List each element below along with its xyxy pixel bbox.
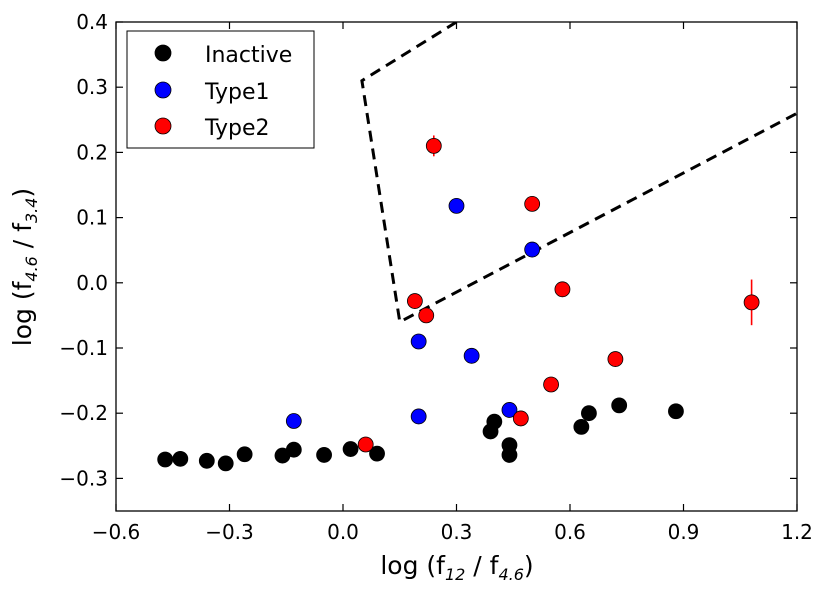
point-type1 [463,347,480,364]
y-tick-label: −0.3 [59,466,108,490]
point-type1 [448,197,465,214]
x-tick-label: 0.6 [554,520,586,544]
y-tick-label: 0.4 [76,10,108,34]
point-inactive [285,441,302,458]
point-type2 [418,307,435,324]
point-type1 [524,241,541,258]
y-tick-label: 0.2 [76,140,108,164]
point-inactive [316,447,332,463]
y-tick-label: −0.1 [59,336,108,360]
point-type2 [425,137,442,154]
x-axis-label: log (f12 / f4.6) [380,551,533,584]
x-tick-label: 1.2 [781,520,813,544]
point-type2 [554,281,571,298]
point-type2 [607,351,624,367]
point-inactive [236,446,253,463]
data-points-layer [157,135,760,472]
point-inactive [486,413,503,430]
point-type2 [357,436,374,453]
point-inactive [172,450,189,467]
y-tick-label: 0.0 [76,271,108,295]
point-inactive [217,455,234,472]
point-inactive [342,441,359,457]
x-tick-label: −0.3 [205,520,254,544]
point-type2 [406,293,423,309]
point-type2 [543,376,559,393]
x-tick-label: 0.3 [441,520,473,544]
point-inactive [157,451,174,468]
point-inactive [611,397,628,414]
point-inactive [668,403,684,420]
point-type2 [524,196,541,212]
y-tick-label: 0.3 [76,75,108,99]
point-inactive [369,445,385,462]
legend-label-type1: Type1 [204,80,270,105]
y-tick-label: 0.1 [76,206,108,230]
point-type1 [501,402,518,418]
point-type2 [743,294,760,311]
point-type1 [410,333,427,350]
x-tick-label: 0.9 [668,520,700,544]
point-inactive [581,405,597,422]
x-tick-label: 0.0 [327,520,359,544]
axis-ticks-layer: −0.6 −0.3 0.0 0.3 0.6 0.9 1.2 −0.3 −0.2 −0.1 0.0 0.… [59,10,812,544]
point-inactive [198,452,215,469]
legend-marker-type1 [154,81,172,99]
legend-label-inactive: Inactive [205,43,292,68]
y-tick-label: −0.2 [59,401,108,425]
legend-marker-inactive [154,44,172,62]
point-inactive [501,447,518,463]
point-inactive [573,418,590,435]
legend-marker-type2 [154,117,172,135]
point-type1 [410,408,427,425]
legend: Inactive Type1 Type2 [126,30,315,149]
legend-label-type2: Type2 [204,116,270,141]
x-tick-label: −0.6 [92,520,141,544]
wedge-dashed-line-layer [360,22,797,325]
point-type2 [512,410,529,427]
y-axis-label: log (f4.6 / f3.4) [8,188,41,346]
point-type1 [285,413,302,429]
wedge-dashed-line [360,22,797,325]
